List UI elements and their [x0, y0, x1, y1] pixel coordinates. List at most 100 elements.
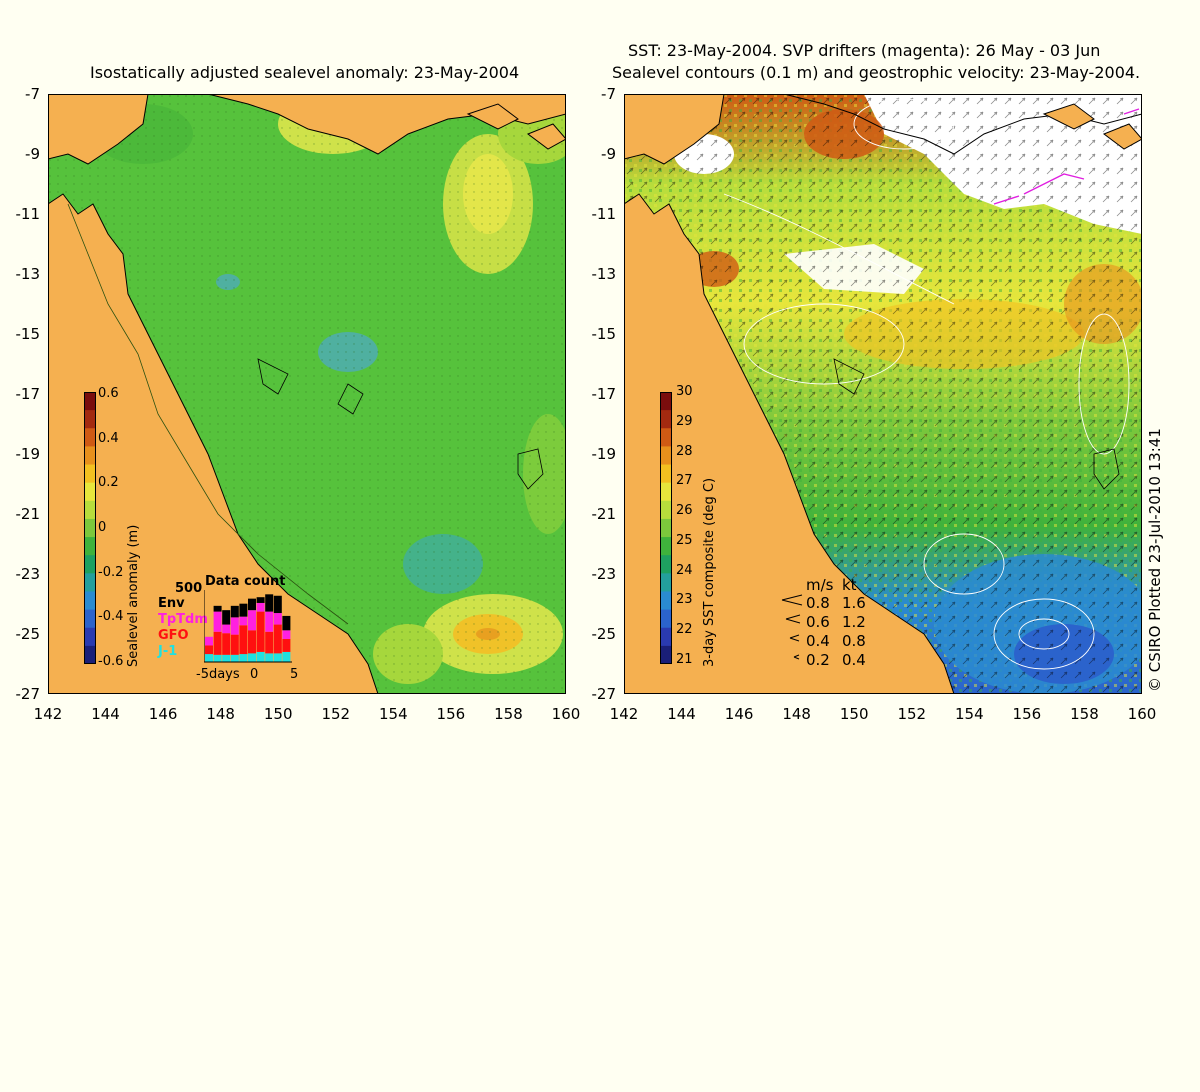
x-tick-label: 146: [148, 705, 178, 723]
legend-env: Env: [158, 596, 185, 611]
x-tick-label: 160: [551, 705, 581, 723]
y-tick-label: -11: [15, 205, 41, 223]
colorbar-tick-label: 30: [676, 384, 693, 399]
x-tick-label: 158: [494, 705, 523, 723]
y-tick-label: -7: [25, 85, 40, 103]
x-tick-label: 154: [379, 705, 408, 723]
right-map-title-line2: Sealevel contours (0.1 m) and geostrophi…: [612, 63, 1141, 82]
data-count-bar-segment: [282, 630, 291, 639]
colorbar-swatch: [84, 537, 96, 556]
colorbar-tick-label: 0.6: [98, 386, 119, 401]
x-tick-label: 156: [436, 705, 466, 723]
colorbar-swatch: [660, 537, 672, 556]
colorbar-tick-label: 28: [676, 443, 693, 459]
colorbar-tick-label: 21: [676, 652, 693, 667]
data-count-bar-segment: [273, 624, 282, 654]
x-tick-label: 142: [33, 705, 63, 723]
data-count-bar-segment: [265, 653, 274, 662]
sealevel-colorbar-label: Sealevel anomaly (m): [126, 524, 141, 667]
colorbar-swatch: [660, 446, 672, 466]
x-tick-label: 150: [263, 705, 293, 723]
colorbar-swatch: [660, 500, 672, 520]
colorbar-tick-label: -0.4: [98, 609, 124, 625]
y-tick-label: -19: [15, 445, 41, 463]
data-count-bar-segment: [222, 610, 231, 625]
data-count-bar-segment: [265, 631, 274, 654]
data-count-bar-segment: [239, 603, 248, 617]
x-tick-label: 144: [91, 705, 120, 723]
data-count-bar-segment: [230, 605, 239, 618]
data-count-bar-segment: [248, 610, 256, 631]
colorbar-tick-label: 29: [676, 413, 693, 429]
colorbar-tick-label: -0.6: [98, 654, 124, 669]
colorbar-swatch: [84, 591, 96, 611]
data-count-bar-segment: [239, 654, 248, 662]
legend-tptdm: TpTdm: [158, 612, 208, 627]
land-png-west: [624, 94, 725, 165]
data-count-title: Data count: [205, 574, 286, 589]
colorbar-swatch: [84, 573, 96, 592]
y-tick-label: -21: [15, 505, 41, 523]
data-count-chart: [204, 590, 292, 663]
shelf-contour: [67, 203, 349, 625]
colorbar-swatch: [84, 555, 96, 574]
y-tick-label: -13: [591, 265, 617, 283]
data-count-bar-segment: [256, 602, 265, 612]
colorbar-tick-label: 0.4: [98, 430, 119, 446]
data-count-bar-segment: [222, 624, 231, 634]
colorbar-swatch: [660, 591, 672, 611]
data-count-bar-segment: [282, 638, 291, 652]
data-count-bar-segment: [265, 594, 274, 612]
data-count-xmax: 5: [290, 667, 299, 682]
y-tick-label: -9: [601, 145, 616, 163]
data-count-max: 500: [175, 581, 203, 596]
x-tick-label: 158: [1070, 705, 1099, 723]
colorbar-swatch: [660, 482, 672, 502]
data-count-bar-segment: [222, 654, 231, 662]
reef-outline: [1093, 448, 1120, 490]
data-count-bar-segment: [230, 617, 239, 635]
colorbar-swatch: [84, 627, 96, 647]
left-map-title: Isostatically adjusted sealevel anomaly:…: [90, 63, 520, 82]
data-count-bar-segment: [265, 611, 274, 632]
y-tick-label: -17: [591, 385, 617, 403]
data-count-xmin: -5days: [196, 667, 240, 682]
colorbar-swatch: [660, 392, 672, 411]
data-count-bar-segment: [248, 598, 256, 611]
colorbar-swatch: [84, 428, 96, 447]
x-tick-label: 146: [724, 705, 754, 723]
data-count-bar-segment: [273, 653, 282, 662]
colorbar-swatch: [660, 555, 672, 574]
colorbar-swatch: [660, 627, 672, 647]
x-tick-label: 152: [321, 705, 351, 723]
colorbar-swatch: [660, 428, 672, 447]
colorbar-swatch: [660, 609, 672, 629]
sealevel-anomaly-map: [48, 94, 566, 694]
data-count-bar-segment: [273, 613, 282, 625]
y-tick-label: -21: [591, 505, 617, 523]
colorbar-tick-label: 0: [98, 520, 107, 535]
data-count-bar-segment: [205, 645, 213, 655]
data-count-bar-segment: [213, 631, 222, 655]
y-tick-label: -11: [591, 205, 617, 223]
y-tick-label: -15: [591, 325, 617, 343]
x-tick-label: 154: [955, 705, 984, 723]
data-count-legend: Env TpTdm GFO J-1: [158, 596, 208, 660]
land-png: [207, 94, 566, 155]
svp-drifter-tracks: [993, 173, 1085, 205]
colorbar-swatch: [84, 446, 96, 466]
data-count-bar-segment: [256, 597, 265, 603]
data-count-bar-segment: [222, 633, 231, 655]
data-count-xmid: 0: [250, 667, 259, 682]
data-count-bar-segment: [213, 605, 222, 612]
land-islands: [466, 103, 566, 150]
colorbar-swatch: [84, 500, 96, 520]
y-tick-label: -19: [591, 445, 617, 463]
colorbar-swatch: [660, 645, 672, 665]
colorbar-tick-label: -0.2: [98, 564, 124, 580]
legend-gfo: GFO: [158, 628, 189, 643]
colorbar-tick-label: 26: [676, 503, 693, 519]
colorbar-swatch: [84, 482, 96, 502]
sealevel-colorbar: [84, 392, 96, 665]
colorbar-swatch: [660, 573, 672, 592]
